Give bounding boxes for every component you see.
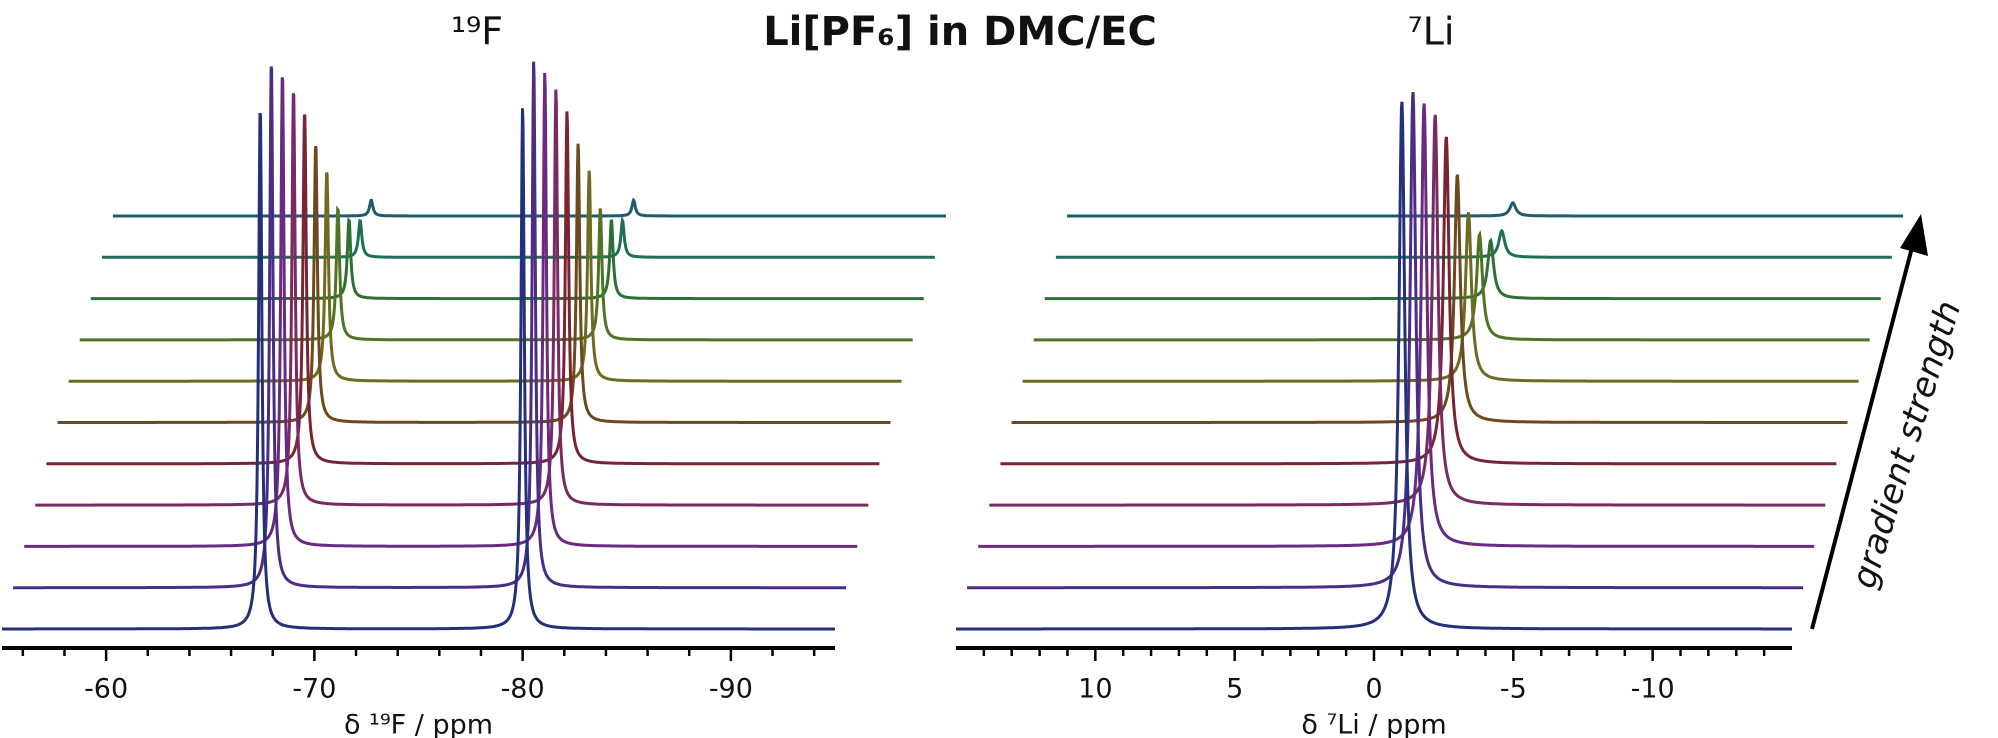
spectrum — [90, 217, 924, 301]
x-tick-label: 0 — [1365, 674, 1382, 705]
title: Li[PF₆] in DMC/EC — [763, 9, 1157, 55]
spectrum — [79, 205, 913, 342]
spectrum — [2, 108, 835, 631]
panel-label: ¹⁹F — [451, 10, 503, 54]
x-tick-label: 5 — [1226, 674, 1243, 705]
spectrum — [967, 91, 1804, 590]
x-axis-label: δ ¹⁹F / ppm — [344, 710, 493, 738]
spectrum — [1067, 201, 1903, 218]
spectrum — [57, 143, 891, 424]
x-tick-label: -70 — [292, 674, 336, 705]
x-tick-label: -60 — [84, 674, 128, 705]
spectrum — [978, 103, 1815, 548]
spectrum — [68, 170, 902, 383]
x-tick-label: -5 — [1500, 674, 1527, 705]
spectrum — [35, 89, 869, 507]
spectrum — [24, 72, 858, 548]
spectrum — [956, 101, 1792, 631]
x-tick-label: -90 — [709, 674, 753, 705]
spectrum — [1044, 237, 1881, 301]
x-tick-label: -80 — [501, 674, 545, 705]
spectrum — [13, 61, 847, 590]
arrow — [1810, 214, 1928, 630]
x-tick-label: 10 — [1078, 674, 1112, 705]
spectrum — [1055, 228, 1892, 259]
x-tick-label: -10 — [1631, 674, 1675, 705]
spectrum — [101, 215, 935, 259]
spectrum — [113, 197, 946, 218]
x-axis-label: δ ⁷Li / ppm — [1301, 710, 1446, 738]
panel-label: ⁷Li — [1408, 10, 1455, 54]
spectrum — [46, 111, 880, 466]
